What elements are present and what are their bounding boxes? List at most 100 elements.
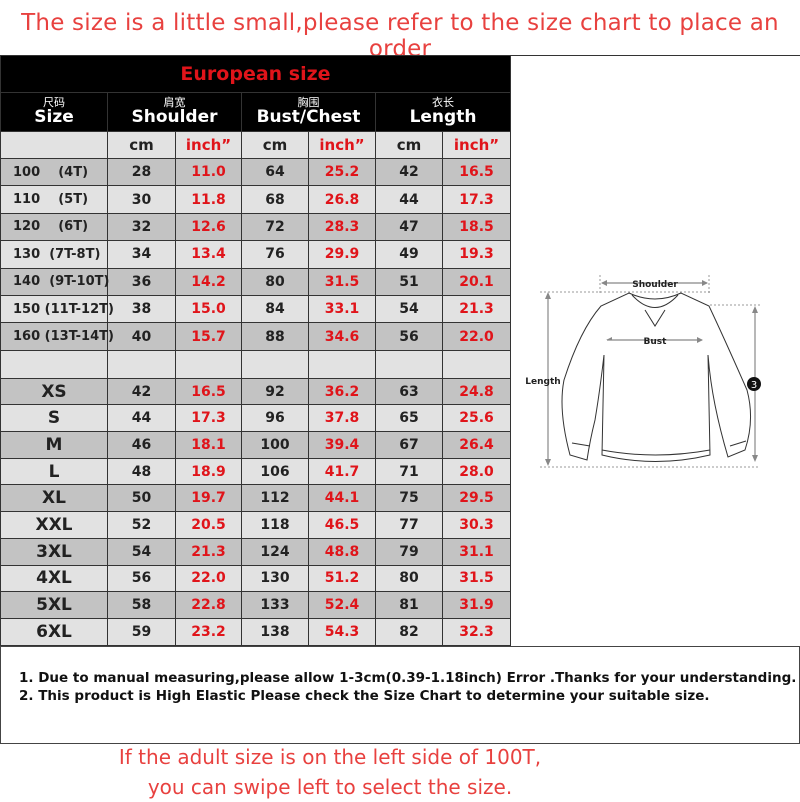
cm-cell: 30 — [107, 185, 176, 214]
inch-cell: 18.5 — [442, 212, 511, 242]
cm-cell: 80 — [375, 564, 443, 593]
inch-cell: 23.2 — [175, 617, 242, 646]
inch-cell: 28.3 — [308, 212, 376, 242]
size-cell: 110 (5T) — [0, 185, 108, 214]
cm-cell: 67 — [375, 431, 443, 459]
notes-box: 1. Due to manual measuring,please allow … — [0, 646, 800, 744]
header-en: Shoulder — [131, 106, 218, 127]
inch-cell: 31.1 — [442, 537, 511, 566]
inch-cell: 19.7 — [175, 484, 242, 513]
cm-cell: 44 — [375, 185, 443, 214]
cm-cell: 72 — [241, 212, 309, 242]
cm-cell: 88 — [241, 322, 309, 351]
cm-cell: 32 — [107, 212, 176, 242]
inch-cell: 16.5 — [442, 157, 511, 187]
inch-cell: 11.0 — [175, 157, 242, 187]
cm-cell: 56 — [375, 322, 443, 351]
inch-cell: 34.6 — [308, 322, 376, 351]
inch-cell: 30.3 — [442, 511, 511, 539]
inch-cell: 28.0 — [442, 457, 511, 486]
unit-cm: cm — [107, 131, 176, 159]
inch-cell: 29.9 — [308, 240, 376, 269]
inch-cell: 21.3 — [175, 537, 242, 566]
note-2: 2. This product is High Elastic Please c… — [19, 688, 710, 704]
header-cn: 肩宽 — [163, 96, 186, 110]
size-cell: 100 (4T) — [0, 157, 108, 187]
size-cell: 140 (9T-10T) — [0, 267, 109, 296]
bottom-notice: If the adult size is on the left side of… — [0, 742, 660, 802]
inch-cell: 26.8 — [308, 185, 376, 214]
inch-cell: 33.1 — [308, 294, 376, 324]
table-row: XS 42 16.5 92 36.2 63 24.8 — [0, 377, 511, 406]
size-cell: XL — [0, 484, 108, 513]
size-cell: 4XL — [0, 564, 108, 593]
inch-cell: 44.1 — [308, 484, 376, 513]
bottom-notice-line-1: If the adult size is on the left side of… — [118, 745, 542, 769]
inch-cell: 48.8 — [308, 537, 376, 566]
size-cell: 150 (11T-12T) — [0, 294, 114, 324]
cm-cell: 51 — [375, 267, 443, 296]
cm-cell: 138 — [241, 617, 309, 646]
sweatshirt-measurement-diagram: Shoulder Bust Length 3 — [525, 275, 761, 468]
table-row: 130 (7T-8T) 34 13.4 76 29.9 49 19.3 — [0, 240, 511, 269]
inch-cell: 15.0 — [175, 294, 242, 324]
inch-cell: 14.2 — [175, 267, 242, 296]
unit-cm: cm — [241, 131, 309, 159]
header-bust-chest: 胸围 Bust/Chest — [241, 92, 376, 132]
unit-inch: inch” — [175, 131, 242, 159]
table-row: 5XL 58 22.8 133 52.4 81 31.9 — [0, 591, 511, 619]
inch-cell: 36.2 — [308, 377, 376, 406]
cm-cell: 81 — [375, 591, 443, 619]
table-row: 3XL 54 21.3 124 48.8 79 31.1 — [0, 537, 511, 566]
inch-cell: 22.8 — [175, 591, 242, 619]
shoulder-label: Shoulder — [632, 280, 678, 290]
cm-cell: 75 — [375, 484, 443, 513]
cm-cell: 77 — [375, 511, 443, 539]
cm-cell: 49 — [375, 240, 443, 269]
inch-cell: 20.1 — [442, 267, 511, 296]
inch-cell: 31.5 — [442, 564, 511, 593]
cm-cell: 100 — [241, 431, 309, 459]
right-panel — [510, 55, 800, 646]
inch-cell: 32.3 — [442, 617, 511, 646]
cm-cell: 68 — [241, 185, 309, 214]
inch-cell: 46.5 — [308, 511, 376, 539]
inch-cell: 39.4 — [308, 431, 376, 459]
table-row: M 46 18.1 100 39.4 67 26.4 — [0, 431, 511, 459]
cm-cell: 80 — [241, 267, 309, 296]
table-row: L 48 18.9 106 41.7 71 28.0 — [0, 457, 511, 486]
inch-cell: 22.0 — [442, 322, 511, 351]
cm-cell: 92 — [241, 377, 309, 406]
table-title: European size — [0, 55, 511, 93]
inch-cell: 18.9 — [175, 457, 242, 486]
cm-cell: 56 — [107, 564, 176, 593]
inch-cell: 41.7 — [308, 457, 376, 486]
cm-cell: 96 — [241, 404, 309, 433]
table-row: 100 (4T) 28 11.0 64 25.2 42 16.5 — [0, 157, 511, 187]
cm-cell: 48 — [107, 457, 176, 486]
header-en: Length — [409, 106, 477, 127]
cm-cell: 112 — [241, 484, 309, 513]
table-row: 120 (6T) 32 12.6 72 28.3 47 18.5 — [0, 212, 511, 242]
inch-cell: 37.8 — [308, 404, 376, 433]
table-row: 140 (9T-10T) 36 14.2 80 31.5 51 20.1 — [0, 267, 511, 296]
inch-cell: 15.7 — [175, 322, 242, 351]
inch-cell: 12.6 — [175, 212, 242, 242]
table-row: XXL 52 20.5 118 46.5 77 30.3 — [0, 511, 511, 539]
header-cn: 胸围 — [297, 96, 320, 110]
cm-cell: 64 — [241, 157, 309, 187]
header-en: Size — [34, 106, 74, 127]
size-cell: S — [0, 404, 108, 433]
table-row: XL 50 19.7 112 44.1 75 29.5 — [0, 484, 511, 513]
cm-cell: 52 — [107, 511, 176, 539]
inch-cell: 21.3 — [442, 294, 511, 324]
cm-cell: 71 — [375, 457, 443, 486]
cm-cell: 59 — [107, 617, 176, 646]
sleeve-badge-number: 3 — [751, 380, 757, 391]
cm-cell: 54 — [375, 294, 443, 324]
length-label: Length — [525, 377, 560, 387]
cm-cell: 47 — [375, 212, 443, 242]
table-row: 150 (11T-12T) 38 15.0 84 33.1 54 21.3 — [0, 294, 511, 324]
cm-cell: 65 — [375, 404, 443, 433]
inch-cell: 17.3 — [175, 404, 242, 433]
